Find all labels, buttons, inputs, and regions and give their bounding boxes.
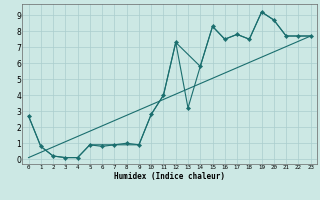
X-axis label: Humidex (Indice chaleur): Humidex (Indice chaleur) [114,172,225,181]
